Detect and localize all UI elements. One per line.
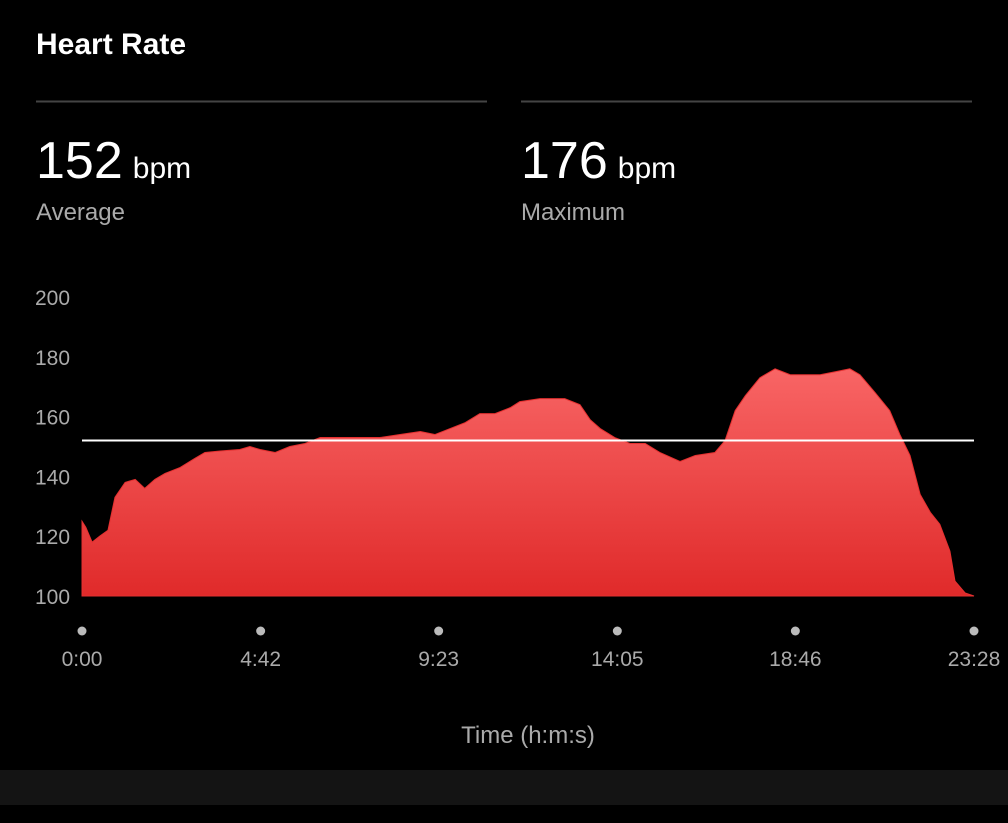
y-tick-label: 160 xyxy=(35,407,70,430)
x-tick-label: 18:46 xyxy=(769,648,822,671)
x-axis-label: Time (h:m:s) xyxy=(461,722,595,749)
y-tick-label: 200 xyxy=(35,287,70,310)
title: Heart Rate xyxy=(36,28,186,61)
x-tick-dot xyxy=(969,626,979,636)
heart-rate-area xyxy=(81,368,975,597)
y-tick-label: 120 xyxy=(35,526,70,549)
stat-value: 176 xyxy=(521,132,608,190)
y-tick-label: 100 xyxy=(35,586,70,609)
y-tick-label: 140 xyxy=(35,466,70,489)
x-tick-dot xyxy=(256,626,266,636)
x-tick-label: 23:28 xyxy=(948,648,1001,671)
x-tick-dot xyxy=(77,626,87,636)
y-tick-label: 180 xyxy=(35,347,70,370)
stat-label: Maximum xyxy=(521,199,625,226)
stat-value: 152 xyxy=(36,132,123,190)
x-tick-dot xyxy=(790,626,800,636)
x-tick-dot xyxy=(612,626,622,636)
x-tick-label: 9:23 xyxy=(418,648,459,671)
bottom-bar xyxy=(0,770,1008,805)
stat-maximum: 176 bpm xyxy=(521,132,676,190)
stat-unit: bpm xyxy=(618,152,676,185)
x-tick-label: 0:00 xyxy=(62,648,103,671)
x-tick-label: 4:42 xyxy=(240,648,281,671)
stat-label: Average xyxy=(36,199,125,226)
stat-unit: bpm xyxy=(133,152,191,185)
x-tick-dot xyxy=(434,626,444,636)
stat-average: 152 bpm xyxy=(36,132,191,190)
x-tick-label: 14:05 xyxy=(591,648,644,671)
